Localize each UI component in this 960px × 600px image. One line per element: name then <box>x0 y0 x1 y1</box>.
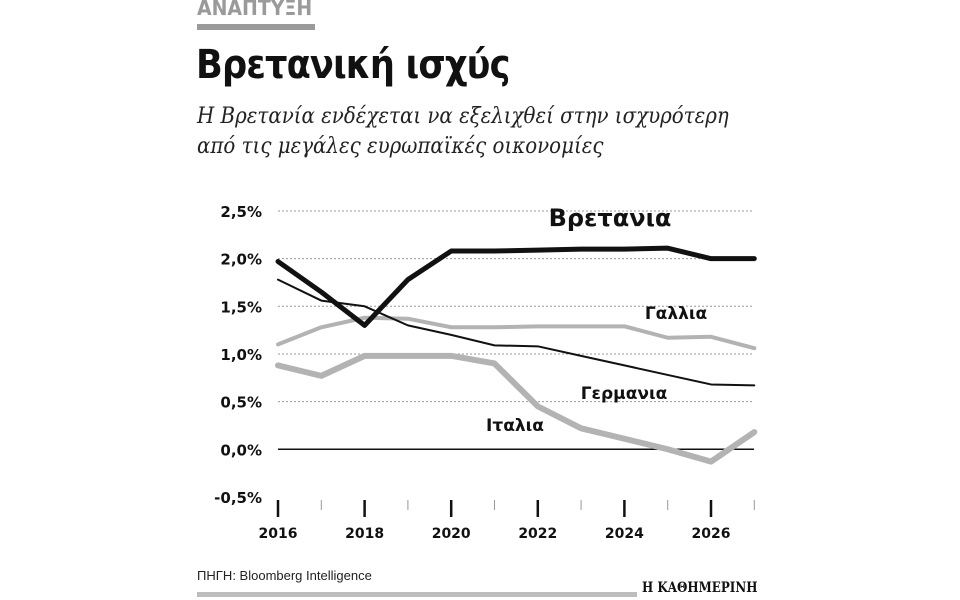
y-tick-label: 2,0% <box>220 251 262 269</box>
series-label: Βρετανια <box>549 204 672 232</box>
footer-bar <box>197 592 637 597</box>
kicker-underline <box>197 24 315 30</box>
source-note: ΠΗΓΗ: Bloomberg Intelligence <box>197 568 372 583</box>
x-tick-label: 2024 <box>605 526 644 542</box>
x-tick-label: 2022 <box>518 526 557 542</box>
x-tick-label: 2026 <box>692 526 731 542</box>
series-label: Ιταλια <box>486 416 544 436</box>
series-line-0 <box>275 245 757 328</box>
series-label: Γερμανια <box>581 384 668 404</box>
chart-title: Βρετανική ισχύς <box>196 42 510 88</box>
subtitle-line-1: Η Βρετανία ενδέχεται να εξελιχθεί στην ι… <box>197 104 729 129</box>
brand-logo: Η ΚΑΘΗΜΕΡΙΝΗ <box>642 580 758 596</box>
y-tick-label: 1,0% <box>220 346 262 364</box>
x-tick-label: 2020 <box>432 526 471 542</box>
x-tick-label: 2016 <box>259 526 298 542</box>
series-line-1 <box>277 278 756 387</box>
y-tick-label: 0,5% <box>220 394 262 412</box>
series-label: Γαλλια <box>645 304 707 324</box>
kicker: ΑΝΑΠΤΥΞΗ <box>197 0 313 20</box>
y-tick-label: 1,5% <box>220 298 262 316</box>
y-tick-label: -0,5% <box>214 489 262 507</box>
x-tick-label: 2018 <box>345 526 384 542</box>
series-line-3 <box>275 352 758 465</box>
y-tick-label: 0,0% <box>220 441 262 459</box>
y-tick-label: 2,5% <box>220 203 262 221</box>
subtitle-line-2: από τις μεγάλες ευρωπαϊκές οικονομίες <box>197 134 604 159</box>
chart-subtitle: Η Βρετανία ενδέχεται να εξελιχθεί στην ι… <box>197 102 729 162</box>
